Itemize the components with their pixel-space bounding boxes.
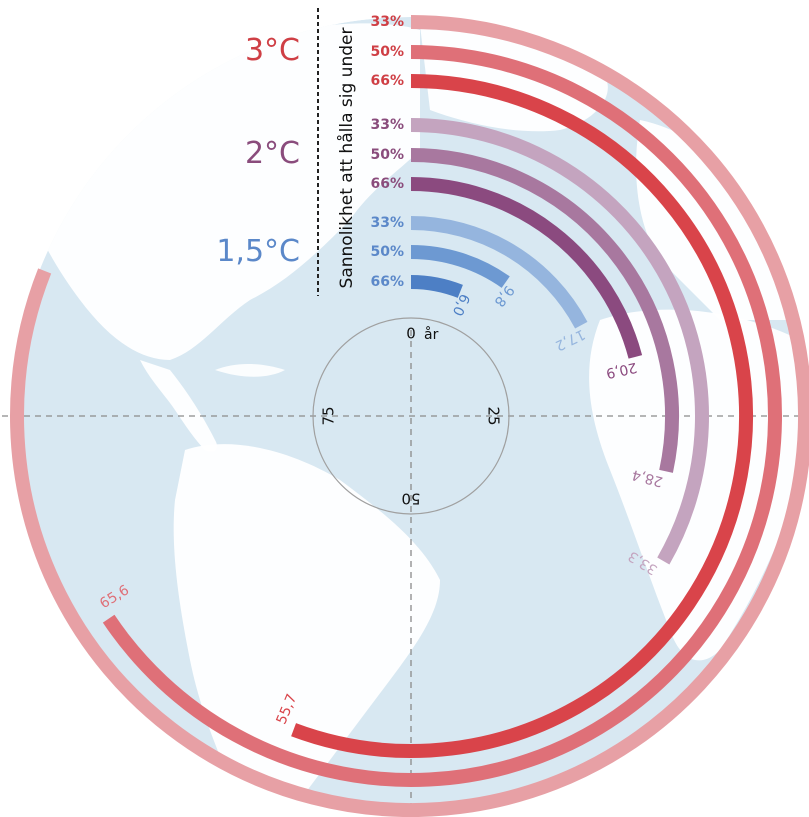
crosshair-lines (2, 8, 807, 815)
probability-label: 66% (370, 176, 404, 192)
probability-label: 66% (370, 274, 404, 290)
probability-label: 33% (370, 215, 404, 231)
arc-bar-2C-66 (410, 177, 643, 359)
land-south-america (173, 444, 440, 800)
center-circle (312, 317, 510, 515)
probability-label: 66% (370, 73, 404, 89)
arc-bar-3C-50 (102, 45, 782, 787)
probability-label: 50% (370, 44, 404, 60)
probability-label: 33% (370, 117, 404, 133)
arc-bars (10, 15, 809, 817)
value-label: 28,4 (630, 466, 664, 489)
group-labels: 1,5°C 2°C 3°C (216, 33, 300, 269)
arc-bar-3C-33 (10, 15, 809, 817)
arc-bar-3C-66 (291, 74, 753, 758)
axis-tick-75: 75 (320, 406, 338, 425)
probability-label: 50% (370, 244, 404, 260)
value-label: 20,9 (604, 359, 638, 381)
axis-ticks: 0 25 50 75 år (320, 325, 503, 508)
axis-tick-50: 50 (401, 490, 420, 508)
probability-label: 33% (370, 14, 404, 30)
axis-tick-25: 25 (485, 406, 503, 425)
land-central-america (140, 360, 217, 452)
arc-bar-15C-66 (410, 275, 463, 298)
group-label: 2°C (245, 136, 300, 171)
probability-label: 50% (370, 147, 404, 163)
arc-bar-15C-33 (410, 216, 588, 329)
land-caribbean (215, 364, 285, 377)
probability-axis-title: Sannolikhet att hålla sig under (336, 28, 357, 289)
axis-unit-label: år (424, 326, 439, 343)
arc-bar-2C-50 (410, 148, 679, 473)
arc-bar-15C-50 (410, 245, 510, 288)
group-label: 3°C (245, 33, 300, 68)
probability-labels: 66% 50% 33% 66% 50% 33% 66% 50% 33% (370, 14, 404, 290)
arc-bar-2C-33 (410, 118, 709, 565)
axis-tick-0: 0 (406, 325, 416, 343)
group-label: 1,5°C (216, 234, 300, 269)
